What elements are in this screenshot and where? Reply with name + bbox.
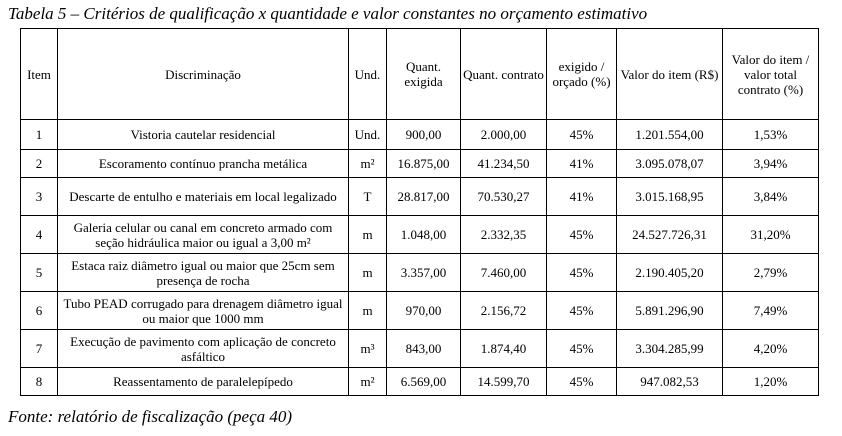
table-cell: 28.817,00 (386, 177, 461, 216)
table-cell: 2.190.405,20 (616, 253, 723, 292)
header-cell: Item (20, 28, 58, 120)
table-cell: 900,00 (386, 119, 461, 150)
table-cell: 7 (20, 329, 58, 368)
table-cell: 70.530,27 (460, 177, 547, 216)
table-cell: m (348, 215, 387, 254)
table-cell: 45% (546, 119, 617, 150)
table-cell: 3,94% (722, 149, 819, 178)
table-cell: Reassentamento de paralelepípedo (57, 367, 349, 396)
table-cell: 843,00 (386, 329, 461, 368)
header-cell: Quant. contrato (460, 28, 547, 120)
table-cell: 41% (546, 149, 617, 178)
table-cell: Descarte de entulho e materiais em local… (57, 177, 349, 216)
header-cell: Und. (348, 28, 387, 120)
table-cell: 45% (546, 253, 617, 292)
table-cell: Execução de pavimento com aplicação de c… (57, 329, 349, 368)
table-cell: 4 (20, 215, 58, 254)
table-cell: T (348, 177, 387, 216)
table-cell: m² (348, 367, 387, 396)
table-cell: m (348, 253, 387, 292)
table-cell: Vistoria cautelar residencial (57, 119, 349, 150)
table-cell: Estaca raiz diâmetro igual ou maior que … (57, 253, 349, 292)
table-cell: 1.048,00 (386, 215, 461, 254)
table-cell: 3 (20, 177, 58, 216)
table-cell: 2.156,72 (460, 291, 547, 330)
table-cell: 45% (546, 329, 617, 368)
table-row: 4 Galeria celular ou canal em concreto ar… (20, 215, 819, 254)
table-cell: 5.891.296,90 (616, 291, 723, 330)
table-cell: 24.527.726,31 (616, 215, 723, 254)
table-cell: 45% (546, 215, 617, 254)
table-cell: 1 (20, 119, 58, 150)
table-cell: 8 (20, 367, 58, 396)
table-cell: Tubo PEAD corrugado para drenagem diâmet… (57, 291, 349, 330)
table-cell: 3.095.078,07 (616, 149, 723, 178)
table-cell: 7,49% (722, 291, 819, 330)
table-cell: 947.082,53 (616, 367, 723, 396)
table-cell: 7.460,00 (460, 253, 547, 292)
table-cell: 6.569,00 (386, 367, 461, 396)
table-row: 7 Execução de pavimento com aplicação de … (20, 329, 819, 368)
table-cell: 1,20% (722, 367, 819, 396)
data-table: Item Discriminação Und. Quant. exigida Quant… (20, 28, 819, 396)
header-row: Item Discriminação Und. Quant. exigida Quant… (20, 28, 819, 120)
table-cell: 2 (20, 149, 58, 178)
table-cell: m³ (348, 329, 387, 368)
header-cell: Quant. exigida (386, 28, 461, 120)
table-cell: 1.874,40 (460, 329, 547, 368)
table-cell: 3.357,00 (386, 253, 461, 292)
table-cell: 3.304.285,99 (616, 329, 723, 368)
table-cell: Und. (348, 119, 387, 150)
table-cell: 6 (20, 291, 58, 330)
table-cell: 41% (546, 177, 617, 216)
source-note: Fonte: relatório de fiscalização (peça 4… (8, 407, 293, 426)
table-row: 8 Reassentamento de paralelepípedo m² 6.569… (20, 367, 819, 396)
table-cell: 31,20% (722, 215, 819, 254)
table-row: 1 Vistoria cautelar residencial Und. 900,00… (20, 119, 819, 150)
header-cell: Valor do item (R$) (616, 28, 723, 120)
table-row: 6 Tubo PEAD corrugado para drenagem diâme… (20, 291, 819, 330)
table-cell: 1,53% (722, 119, 819, 150)
table-cell: 45% (546, 367, 617, 396)
table-cell: 3,84% (722, 177, 819, 216)
header-cell: Valor do item / valor total contrato (%) (722, 28, 819, 120)
table-cell: 2.000,00 (460, 119, 547, 150)
table-cell: 45% (546, 291, 617, 330)
table-cell: Galeria celular ou canal em concreto arm… (57, 215, 349, 254)
table-cell: 970,00 (386, 291, 461, 330)
table-cell: 5 (20, 253, 58, 292)
table-row: 3 Descarte de entulho e materiais em loca… (20, 177, 819, 216)
table-cell: 14.599,70 (460, 367, 547, 396)
table-caption: Tabela 5 – Critérios de qualificação x q… (8, 4, 648, 23)
table-row: 2 Escoramento contínuo prancha metálica m²… (20, 149, 819, 178)
table-cell: Escoramento contínuo prancha metálica (57, 149, 349, 178)
table-cell: 3.015.168,95 (616, 177, 723, 216)
table-cell: 2.332,35 (460, 215, 547, 254)
table-cell: 41.234,50 (460, 149, 547, 178)
table-cell: 4,20% (722, 329, 819, 368)
header-cell: Discriminação (57, 28, 349, 120)
table-row: 5 Estaca raiz diâmetro igual ou maior que… (20, 253, 819, 292)
header-cell: exigido / orçado (%) (546, 28, 617, 120)
table-cell: m² (348, 149, 387, 178)
table-cell: m (348, 291, 387, 330)
table-cell: 2,79% (722, 253, 819, 292)
table-cell: 1.201.554,00 (616, 119, 723, 150)
table-cell: 16.875,00 (386, 149, 461, 178)
